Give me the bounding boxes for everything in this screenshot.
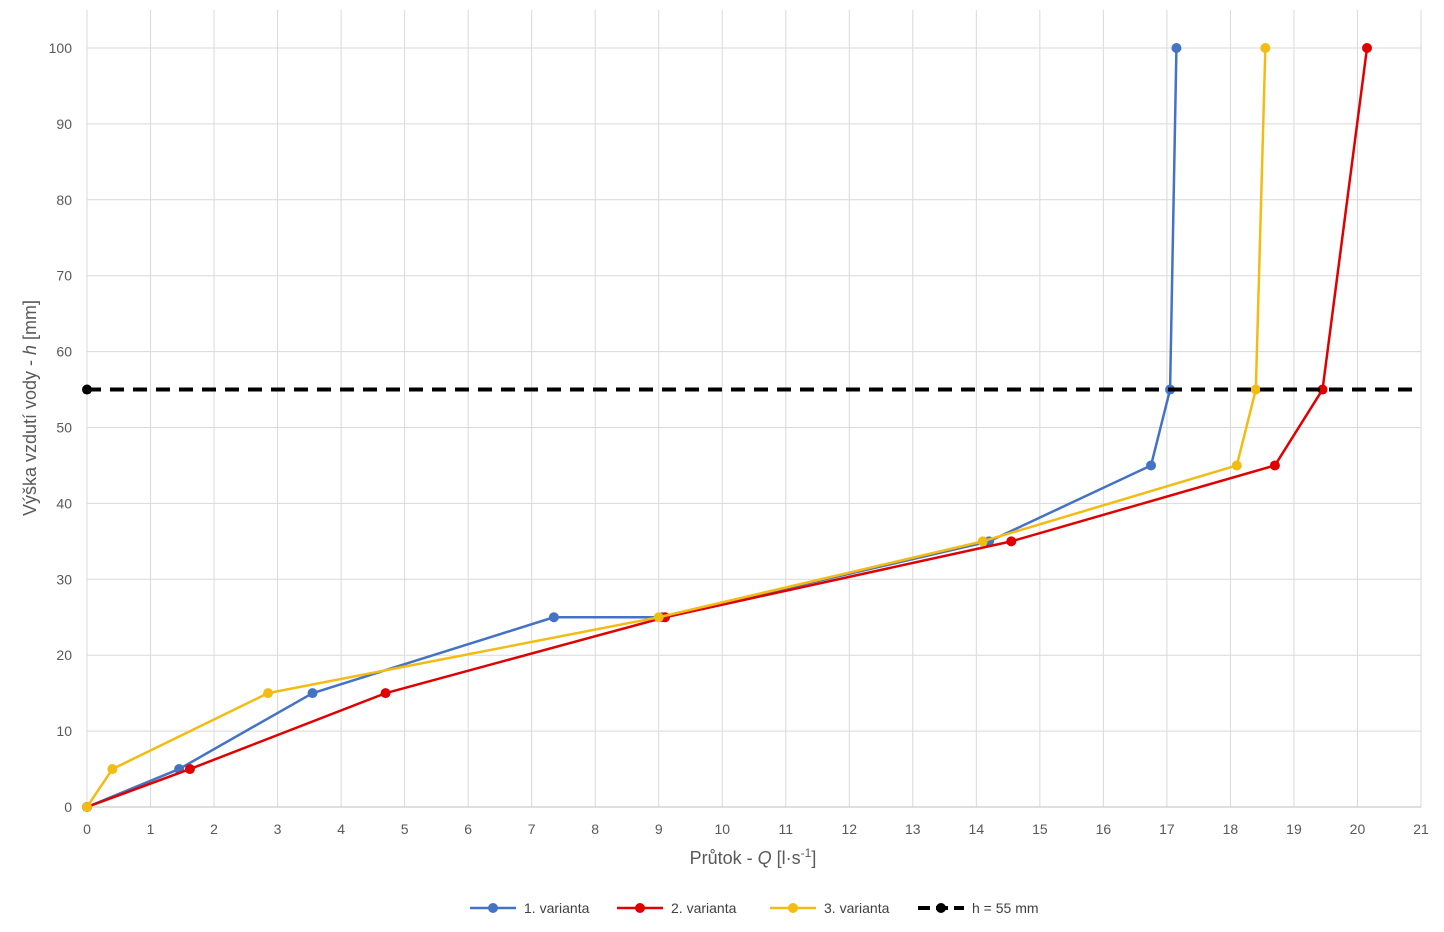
y-tick-label: 0 — [64, 799, 72, 815]
data-point — [1146, 460, 1157, 471]
x-tick-label: 4 — [337, 821, 345, 837]
x-tick-label: 14 — [969, 821, 985, 837]
data-point — [263, 688, 274, 699]
x-tick-label: 17 — [1159, 821, 1175, 837]
y-tick-label: 30 — [56, 571, 72, 587]
data-point — [1231, 460, 1242, 471]
x-tick-label: 8 — [591, 821, 599, 837]
y-tick-label: 40 — [56, 495, 72, 511]
x-tick-label: 0 — [83, 821, 91, 837]
y-tick-label: 90 — [56, 116, 72, 132]
legend-label-2: 2. varianta — [671, 900, 737, 916]
data-point — [653, 612, 664, 623]
x-tick-label: 10 — [714, 821, 730, 837]
x-tick-label: 3 — [274, 821, 282, 837]
data-point — [380, 688, 391, 699]
data-point — [1171, 43, 1182, 53]
legend: 1. varianta 2. varianta 3. varianta h = 55 … — [470, 900, 1039, 916]
legend-label-3: 3. varianta — [824, 900, 890, 916]
x-tick-label: 1 — [147, 821, 155, 837]
data-point — [548, 612, 559, 623]
y-tick-label: 70 — [56, 268, 72, 284]
y-tick-label: 10 — [56, 723, 72, 739]
legend-marker-2 — [635, 903, 645, 913]
x-tick-label: 5 — [401, 821, 409, 837]
x-tick-label: 13 — [905, 821, 921, 837]
series-layer — [82, 43, 1421, 812]
data-point — [82, 384, 92, 395]
y-tick-label: 50 — [56, 420, 72, 436]
x-tick-label: 19 — [1286, 821, 1302, 837]
data-point — [977, 536, 988, 547]
x-tick-label: 7 — [528, 821, 536, 837]
y-tick-label: 100 — [49, 40, 73, 56]
grid — [86, 10, 1422, 808]
x-tick-label: 15 — [1032, 821, 1048, 837]
x-tick-label: 6 — [464, 821, 472, 837]
x-axis-title: Průtok - Q [l·s-1] — [690, 846, 817, 868]
data-point — [1269, 460, 1280, 471]
data-point — [1006, 536, 1017, 547]
legend-label-4: h = 55 mm — [972, 900, 1039, 916]
data-point — [1317, 384, 1328, 395]
data-point — [184, 764, 195, 775]
x-tick-label: 2 — [210, 821, 218, 837]
series-line-3 — [85, 47, 1267, 808]
x-tick-label: 20 — [1350, 821, 1366, 837]
data-point — [1362, 43, 1373, 53]
data-point — [1260, 43, 1271, 53]
y-axis-title: Výška vzdutí vody - h [mm] — [20, 300, 40, 516]
legend-marker-1 — [488, 903, 498, 913]
data-point — [82, 802, 92, 812]
series-line-2 — [86, 47, 1369, 809]
y-tick-label: 60 — [56, 344, 72, 360]
legend-label-1: 1. varianta — [524, 900, 590, 916]
y-tick-label: 80 — [56, 192, 72, 208]
x-tick-label: 11 — [778, 821, 793, 837]
legend-marker-3 — [788, 903, 798, 913]
data-point — [1250, 384, 1261, 395]
x-tick-label: 16 — [1096, 821, 1112, 837]
x-tick-label: 18 — [1223, 821, 1239, 837]
y-tick-label: 20 — [56, 647, 72, 663]
axis-ticks: 0 1 2 3 4 5 6 7 8 9 10 11 12 13 14 15 16 17 18 19 20 21010203… — [49, 40, 1429, 837]
x-tick-label: 12 — [841, 821, 857, 837]
x-tick-label: 21 — [1413, 821, 1429, 837]
data-point — [107, 764, 118, 775]
x-tick-label: 9 — [655, 821, 663, 837]
data-point — [307, 688, 318, 699]
legend-marker-4 — [936, 903, 946, 913]
